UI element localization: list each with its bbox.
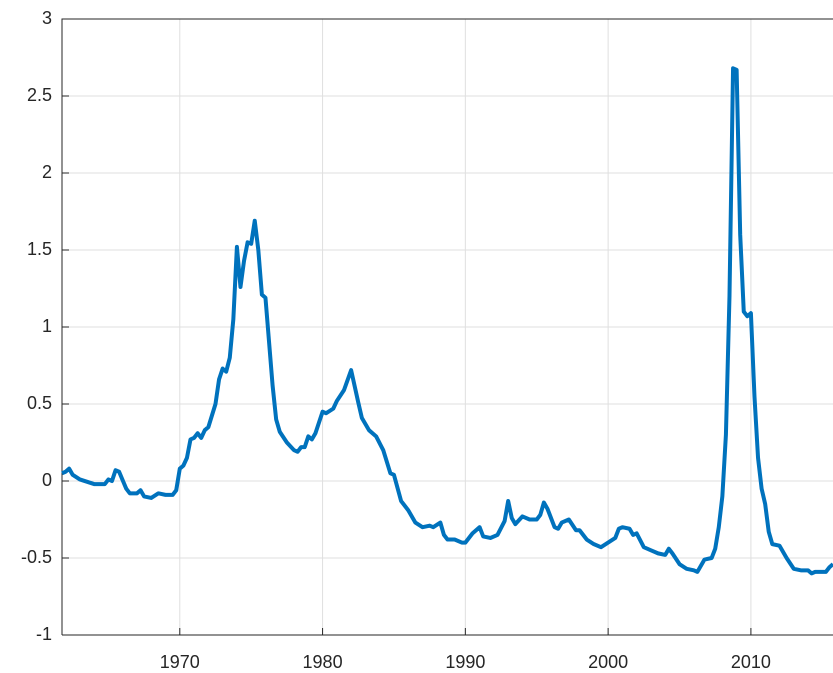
y-tick-label: -0.5 <box>21 547 52 567</box>
x-tick-label: 1990 <box>445 652 485 672</box>
y-tick-label: 1.5 <box>27 239 52 259</box>
y-tick-label: 0 <box>42 470 52 490</box>
x-tick-label: 1980 <box>303 652 343 672</box>
y-tick-label: 2 <box>42 162 52 182</box>
x-tick-label: 2000 <box>588 652 628 672</box>
x-tick-label: 2010 <box>731 652 771 672</box>
y-tick-label: 3 <box>42 8 52 28</box>
data-line <box>61 66 833 576</box>
x-tick-label: 1970 <box>160 652 200 672</box>
y-tick-label: -1 <box>36 624 52 644</box>
axes-frame <box>61 18 833 636</box>
y-tick-label: 1 <box>42 316 52 336</box>
y-tick-label: 2.5 <box>27 85 52 105</box>
y-tick-label: 0.5 <box>27 393 52 413</box>
